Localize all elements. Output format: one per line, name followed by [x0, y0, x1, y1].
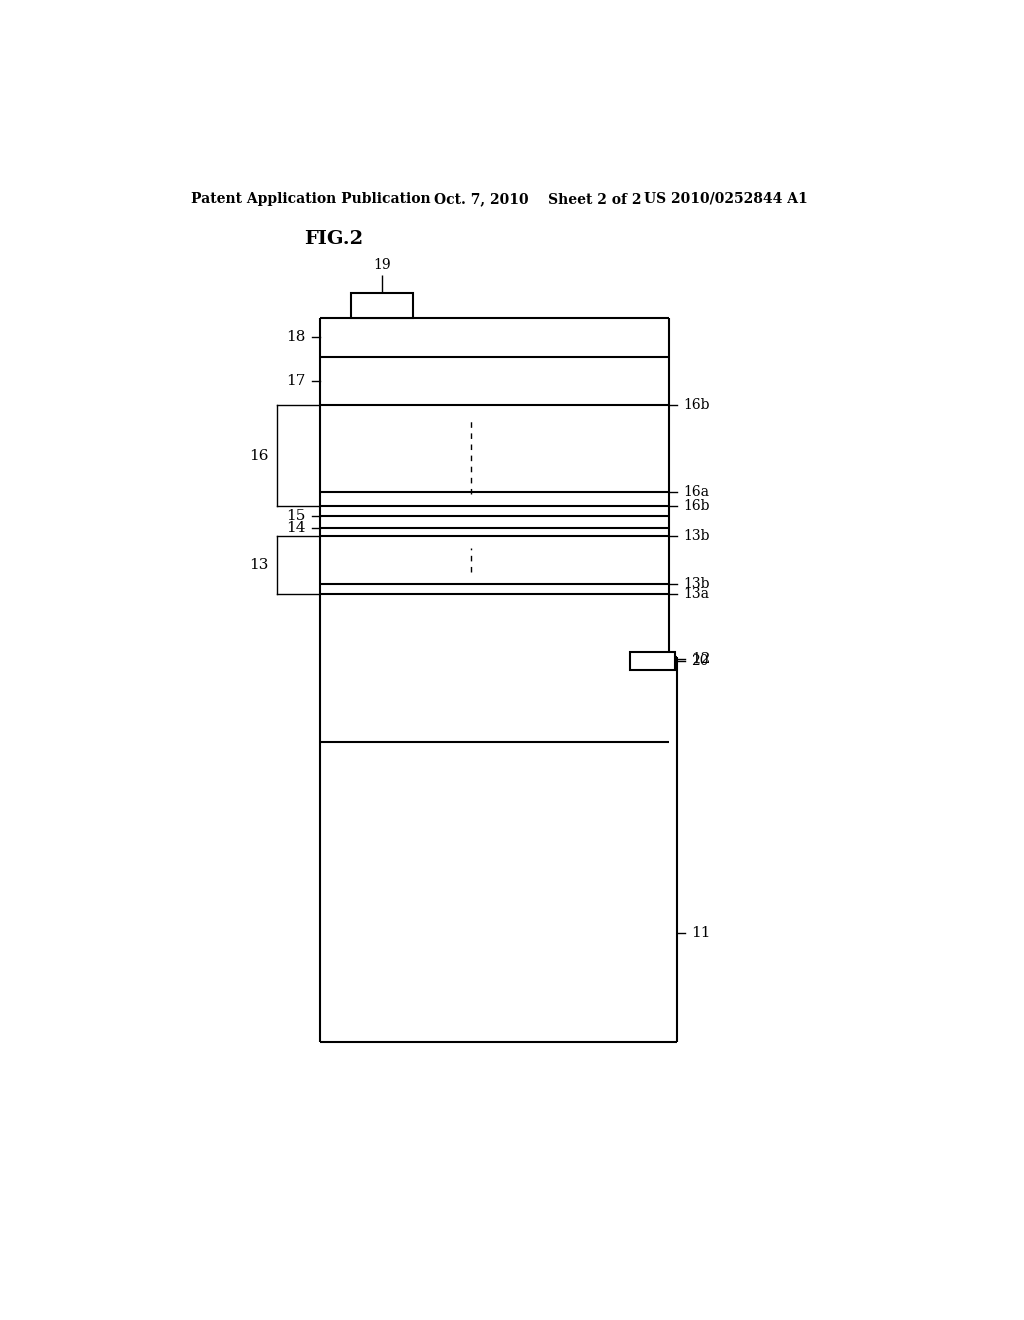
Text: 19: 19 [374, 257, 391, 272]
Text: 17: 17 [287, 374, 306, 388]
Text: 13b: 13b [683, 529, 710, 543]
Bar [351, 293, 414, 318]
Text: US 2010/0252844 A1: US 2010/0252844 A1 [644, 191, 808, 206]
Text: 16b: 16b [683, 499, 710, 513]
Text: 20: 20 [691, 655, 709, 668]
Text: FIG.2: FIG.2 [304, 230, 364, 248]
Text: 16: 16 [249, 449, 268, 462]
Text: 15: 15 [287, 508, 306, 523]
Text: 13: 13 [249, 558, 268, 572]
Text: 18: 18 [287, 330, 306, 345]
Text: 16a: 16a [683, 484, 710, 499]
Text: 14: 14 [287, 521, 306, 535]
Text: Patent Application Publication: Patent Application Publication [191, 191, 431, 206]
Text: 11: 11 [691, 925, 711, 940]
Text: 13a: 13a [683, 587, 710, 601]
Text: 12: 12 [691, 652, 711, 667]
Text: 13b: 13b [683, 577, 710, 591]
Bar [630, 652, 675, 671]
Text: Oct. 7, 2010    Sheet 2 of 2: Oct. 7, 2010 Sheet 2 of 2 [433, 191, 641, 206]
Text: 16b: 16b [683, 397, 710, 412]
